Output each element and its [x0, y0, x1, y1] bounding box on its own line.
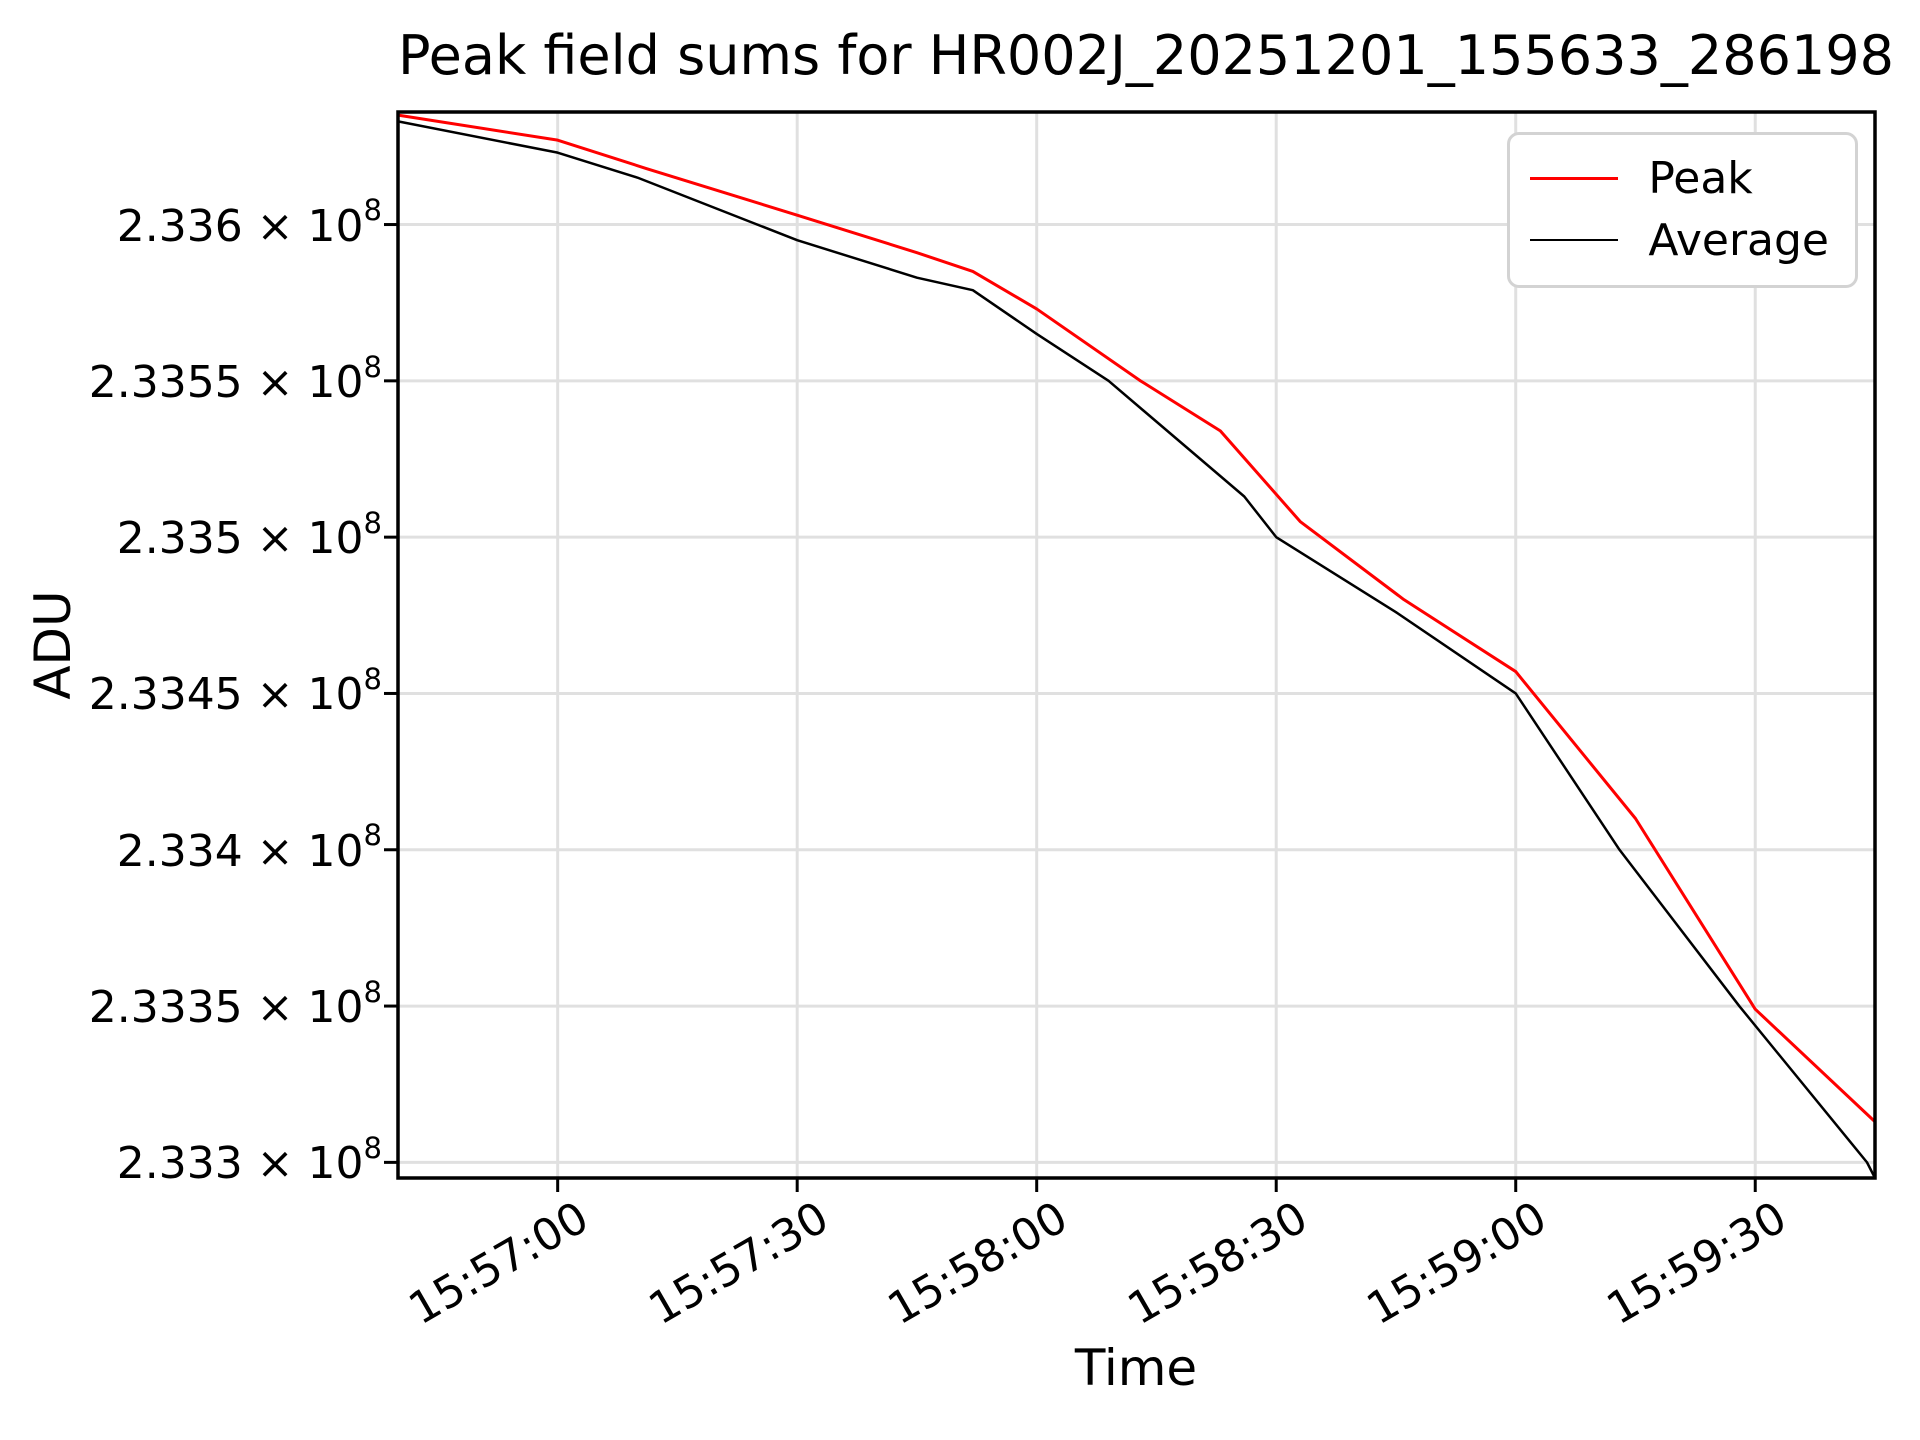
legend-label: Peak — [1648, 152, 1753, 204]
legend: Peak Average — [1507, 132, 1858, 288]
axes-frame — [396, 110, 1877, 1180]
series-line-peak — [397, 113, 1877, 1123]
chart-title: Peak field sums for HR002J_20251201_1556… — [398, 24, 1894, 87]
y-axis-title: ADU — [24, 590, 82, 700]
peak-line-sample — [1530, 176, 1619, 180]
legend-label: Average — [1648, 214, 1829, 266]
average-line-sample — [1530, 239, 1619, 241]
legend-item-peak: Peak — [1530, 147, 1829, 209]
legend-item-average: Average — [1530, 209, 1829, 271]
x-axis-title: Time — [1074, 1339, 1198, 1397]
series-line-average — [397, 120, 1877, 1179]
